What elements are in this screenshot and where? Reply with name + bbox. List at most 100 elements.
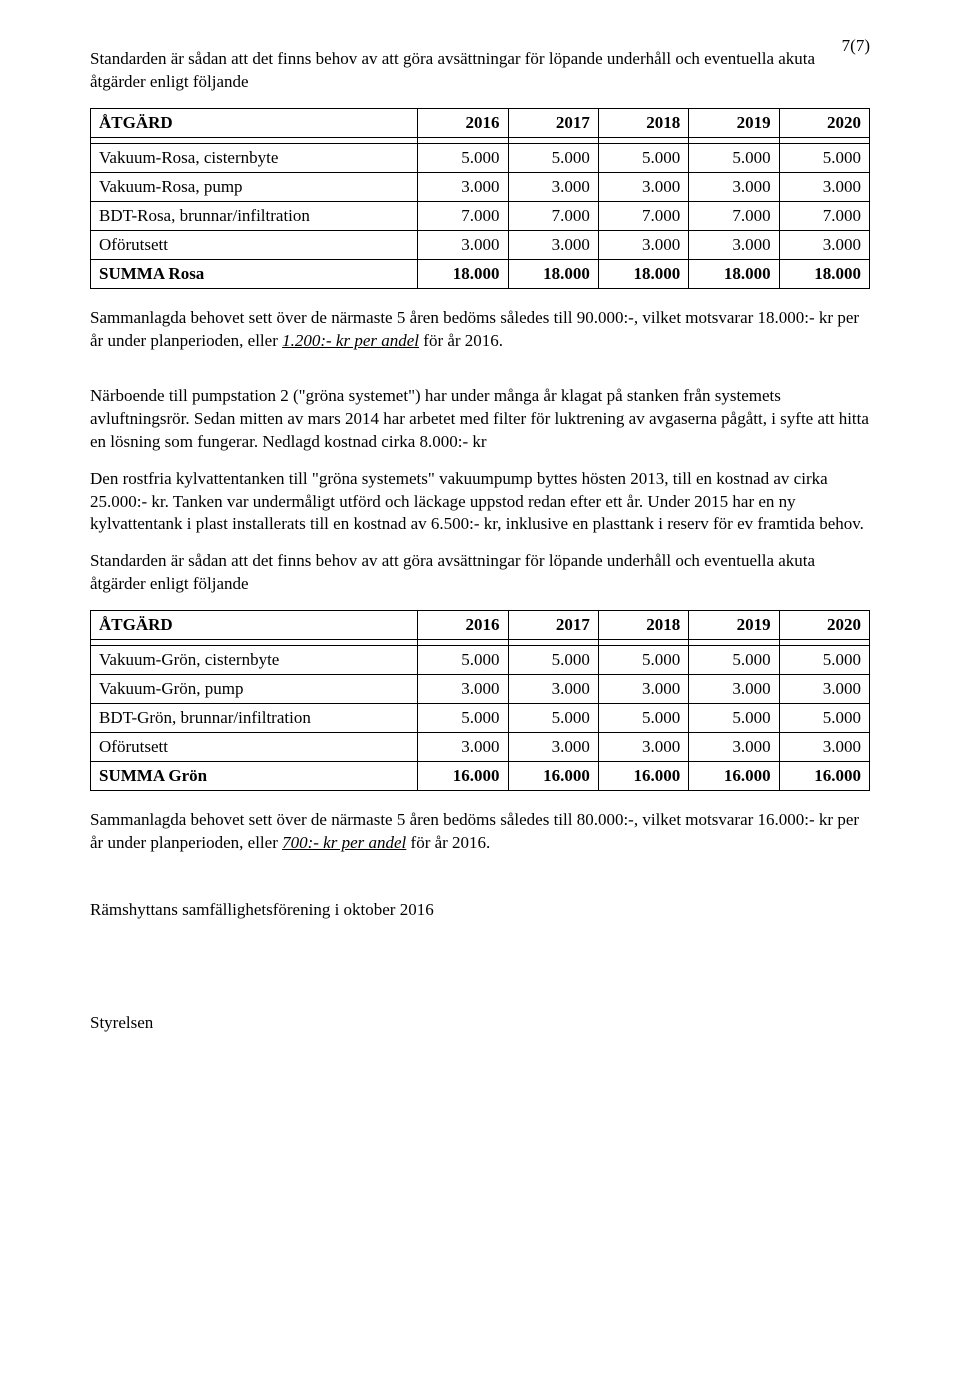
table-header-row: ÅTGÄRD 2016 2017 2018 2019 2020 — [91, 611, 870, 640]
table-row: Oförutsett 3.000 3.000 3.000 3.000 3.000 — [91, 733, 870, 762]
cell: 3.000 — [418, 675, 508, 704]
header-year: 2016 — [418, 108, 508, 137]
intro-paragraph-2: Standarden är sådan att det finns behov … — [90, 550, 870, 596]
sum-cell: 18.000 — [418, 259, 508, 288]
sum-cell: 18.000 — [598, 259, 688, 288]
sum-cell: 16.000 — [418, 762, 508, 791]
cell: 3.000 — [508, 230, 598, 259]
table-row: BDT-Rosa, brunnar/infiltration 7.000 7.0… — [91, 201, 870, 230]
cell: 3.000 — [689, 733, 779, 762]
sum-row: SUMMA Grön 16.000 16.000 16.000 16.000 1… — [91, 762, 870, 791]
sum-cell: 16.000 — [689, 762, 779, 791]
sum-row: SUMMA Rosa 18.000 18.000 18.000 18.000 1… — [91, 259, 870, 288]
cell: 5.000 — [689, 646, 779, 675]
cell: 3.000 — [598, 230, 688, 259]
cell: 5.000 — [508, 143, 598, 172]
row-label: Vakuum-Rosa, cisternbyte — [91, 143, 418, 172]
header-year: 2020 — [779, 611, 869, 640]
header-label: ÅTGÄRD — [91, 108, 418, 137]
sum-cell: 16.000 — [779, 762, 869, 791]
cell: 7.000 — [689, 201, 779, 230]
summary-paragraph-1: Sammanlagda behovet sett över de närmast… — [90, 307, 870, 353]
cell: 3.000 — [689, 675, 779, 704]
table-gron: ÅTGÄRD 2016 2017 2018 2019 2020 Vakuum-G… — [90, 610, 870, 791]
cell: 5.000 — [779, 646, 869, 675]
table-row: Vakuum-Rosa, pump 3.000 3.000 3.000 3.00… — [91, 172, 870, 201]
header-year: 2017 — [508, 108, 598, 137]
summary-paragraph-2: Sammanlagda behovet sett över de närmast… — [90, 809, 870, 855]
sum-label: SUMMA Grön — [91, 762, 418, 791]
table-row: BDT-Grön, brunnar/infiltration 5.000 5.0… — [91, 704, 870, 733]
row-label: Vakuum-Rosa, pump — [91, 172, 418, 201]
cell: 5.000 — [508, 704, 598, 733]
cell: 5.000 — [418, 143, 508, 172]
header-year: 2018 — [598, 611, 688, 640]
paragraph-rostfria: Den rostfria kylvattentanken till "gröna… — [90, 468, 870, 537]
table-row: Oförutsett 3.000 3.000 3.000 3.000 3.000 — [91, 230, 870, 259]
summary-text: för år 2016. — [419, 331, 503, 350]
paragraph-narboende: Närboende till pumpstation 2 ("gröna sys… — [90, 385, 870, 454]
table-row: Vakuum-Grön, cisternbyte 5.000 5.000 5.0… — [91, 646, 870, 675]
cell: 5.000 — [508, 646, 598, 675]
cell: 3.000 — [779, 675, 869, 704]
row-label: Oförutsett — [91, 733, 418, 762]
table-row: Vakuum-Grön, pump 3.000 3.000 3.000 3.00… — [91, 675, 870, 704]
row-label: Oförutsett — [91, 230, 418, 259]
sum-cell: 16.000 — [508, 762, 598, 791]
cell: 7.000 — [598, 201, 688, 230]
sum-label: SUMMA Rosa — [91, 259, 418, 288]
cell: 3.000 — [418, 733, 508, 762]
header-year: 2018 — [598, 108, 688, 137]
cell: 7.000 — [508, 201, 598, 230]
cell: 3.000 — [418, 230, 508, 259]
page-number: 7(7) — [842, 36, 870, 56]
cell: 5.000 — [418, 704, 508, 733]
cell: 3.000 — [508, 172, 598, 201]
cell: 5.000 — [598, 704, 688, 733]
sum-cell: 18.000 — [508, 259, 598, 288]
row-label: Vakuum-Grön, cisternbyte — [91, 646, 418, 675]
header-year: 2019 — [689, 108, 779, 137]
sum-cell: 16.000 — [598, 762, 688, 791]
cell: 3.000 — [779, 733, 869, 762]
document-page: 7(7) Standarden är sådan att det finns b… — [0, 0, 960, 1394]
underline-amount: 700:- kr per andel — [282, 833, 406, 852]
cell: 3.000 — [598, 675, 688, 704]
cell: 5.000 — [689, 143, 779, 172]
cell: 3.000 — [779, 172, 869, 201]
header-year: 2019 — [689, 611, 779, 640]
sum-cell: 18.000 — [779, 259, 869, 288]
cell: 7.000 — [779, 201, 869, 230]
row-label: BDT-Grön, brunnar/infiltration — [91, 704, 418, 733]
cell: 3.000 — [598, 733, 688, 762]
cell: 5.000 — [779, 704, 869, 733]
cell: 3.000 — [418, 172, 508, 201]
cell: 3.000 — [689, 230, 779, 259]
cell: 3.000 — [598, 172, 688, 201]
cell: 5.000 — [598, 143, 688, 172]
sum-cell: 18.000 — [689, 259, 779, 288]
header-label: ÅTGÄRD — [91, 611, 418, 640]
table-row: Vakuum-Rosa, cisternbyte 5.000 5.000 5.0… — [91, 143, 870, 172]
cell: 5.000 — [689, 704, 779, 733]
cell: 5.000 — [418, 646, 508, 675]
cell: 5.000 — [598, 646, 688, 675]
cell: 3.000 — [508, 733, 598, 762]
underline-amount: 1.200:- kr per andel — [282, 331, 419, 350]
table-rosa: ÅTGÄRD 2016 2017 2018 2019 2020 Vakuum-R… — [90, 108, 870, 289]
header-year: 2017 — [508, 611, 598, 640]
row-label: BDT-Rosa, brunnar/infiltration — [91, 201, 418, 230]
signature: Styrelsen — [90, 1012, 870, 1035]
cell: 3.000 — [779, 230, 869, 259]
summary-text: för år 2016. — [406, 833, 490, 852]
footer-line: Rämshyttans samfällighetsförening i okto… — [90, 899, 870, 922]
cell: 5.000 — [779, 143, 869, 172]
cell: 3.000 — [689, 172, 779, 201]
table-header-row: ÅTGÄRD 2016 2017 2018 2019 2020 — [91, 108, 870, 137]
cell: 3.000 — [508, 675, 598, 704]
header-year: 2016 — [418, 611, 508, 640]
intro-paragraph-1: Standarden är sådan att det finns behov … — [90, 48, 870, 94]
row-label: Vakuum-Grön, pump — [91, 675, 418, 704]
cell: 7.000 — [418, 201, 508, 230]
header-year: 2020 — [779, 108, 869, 137]
